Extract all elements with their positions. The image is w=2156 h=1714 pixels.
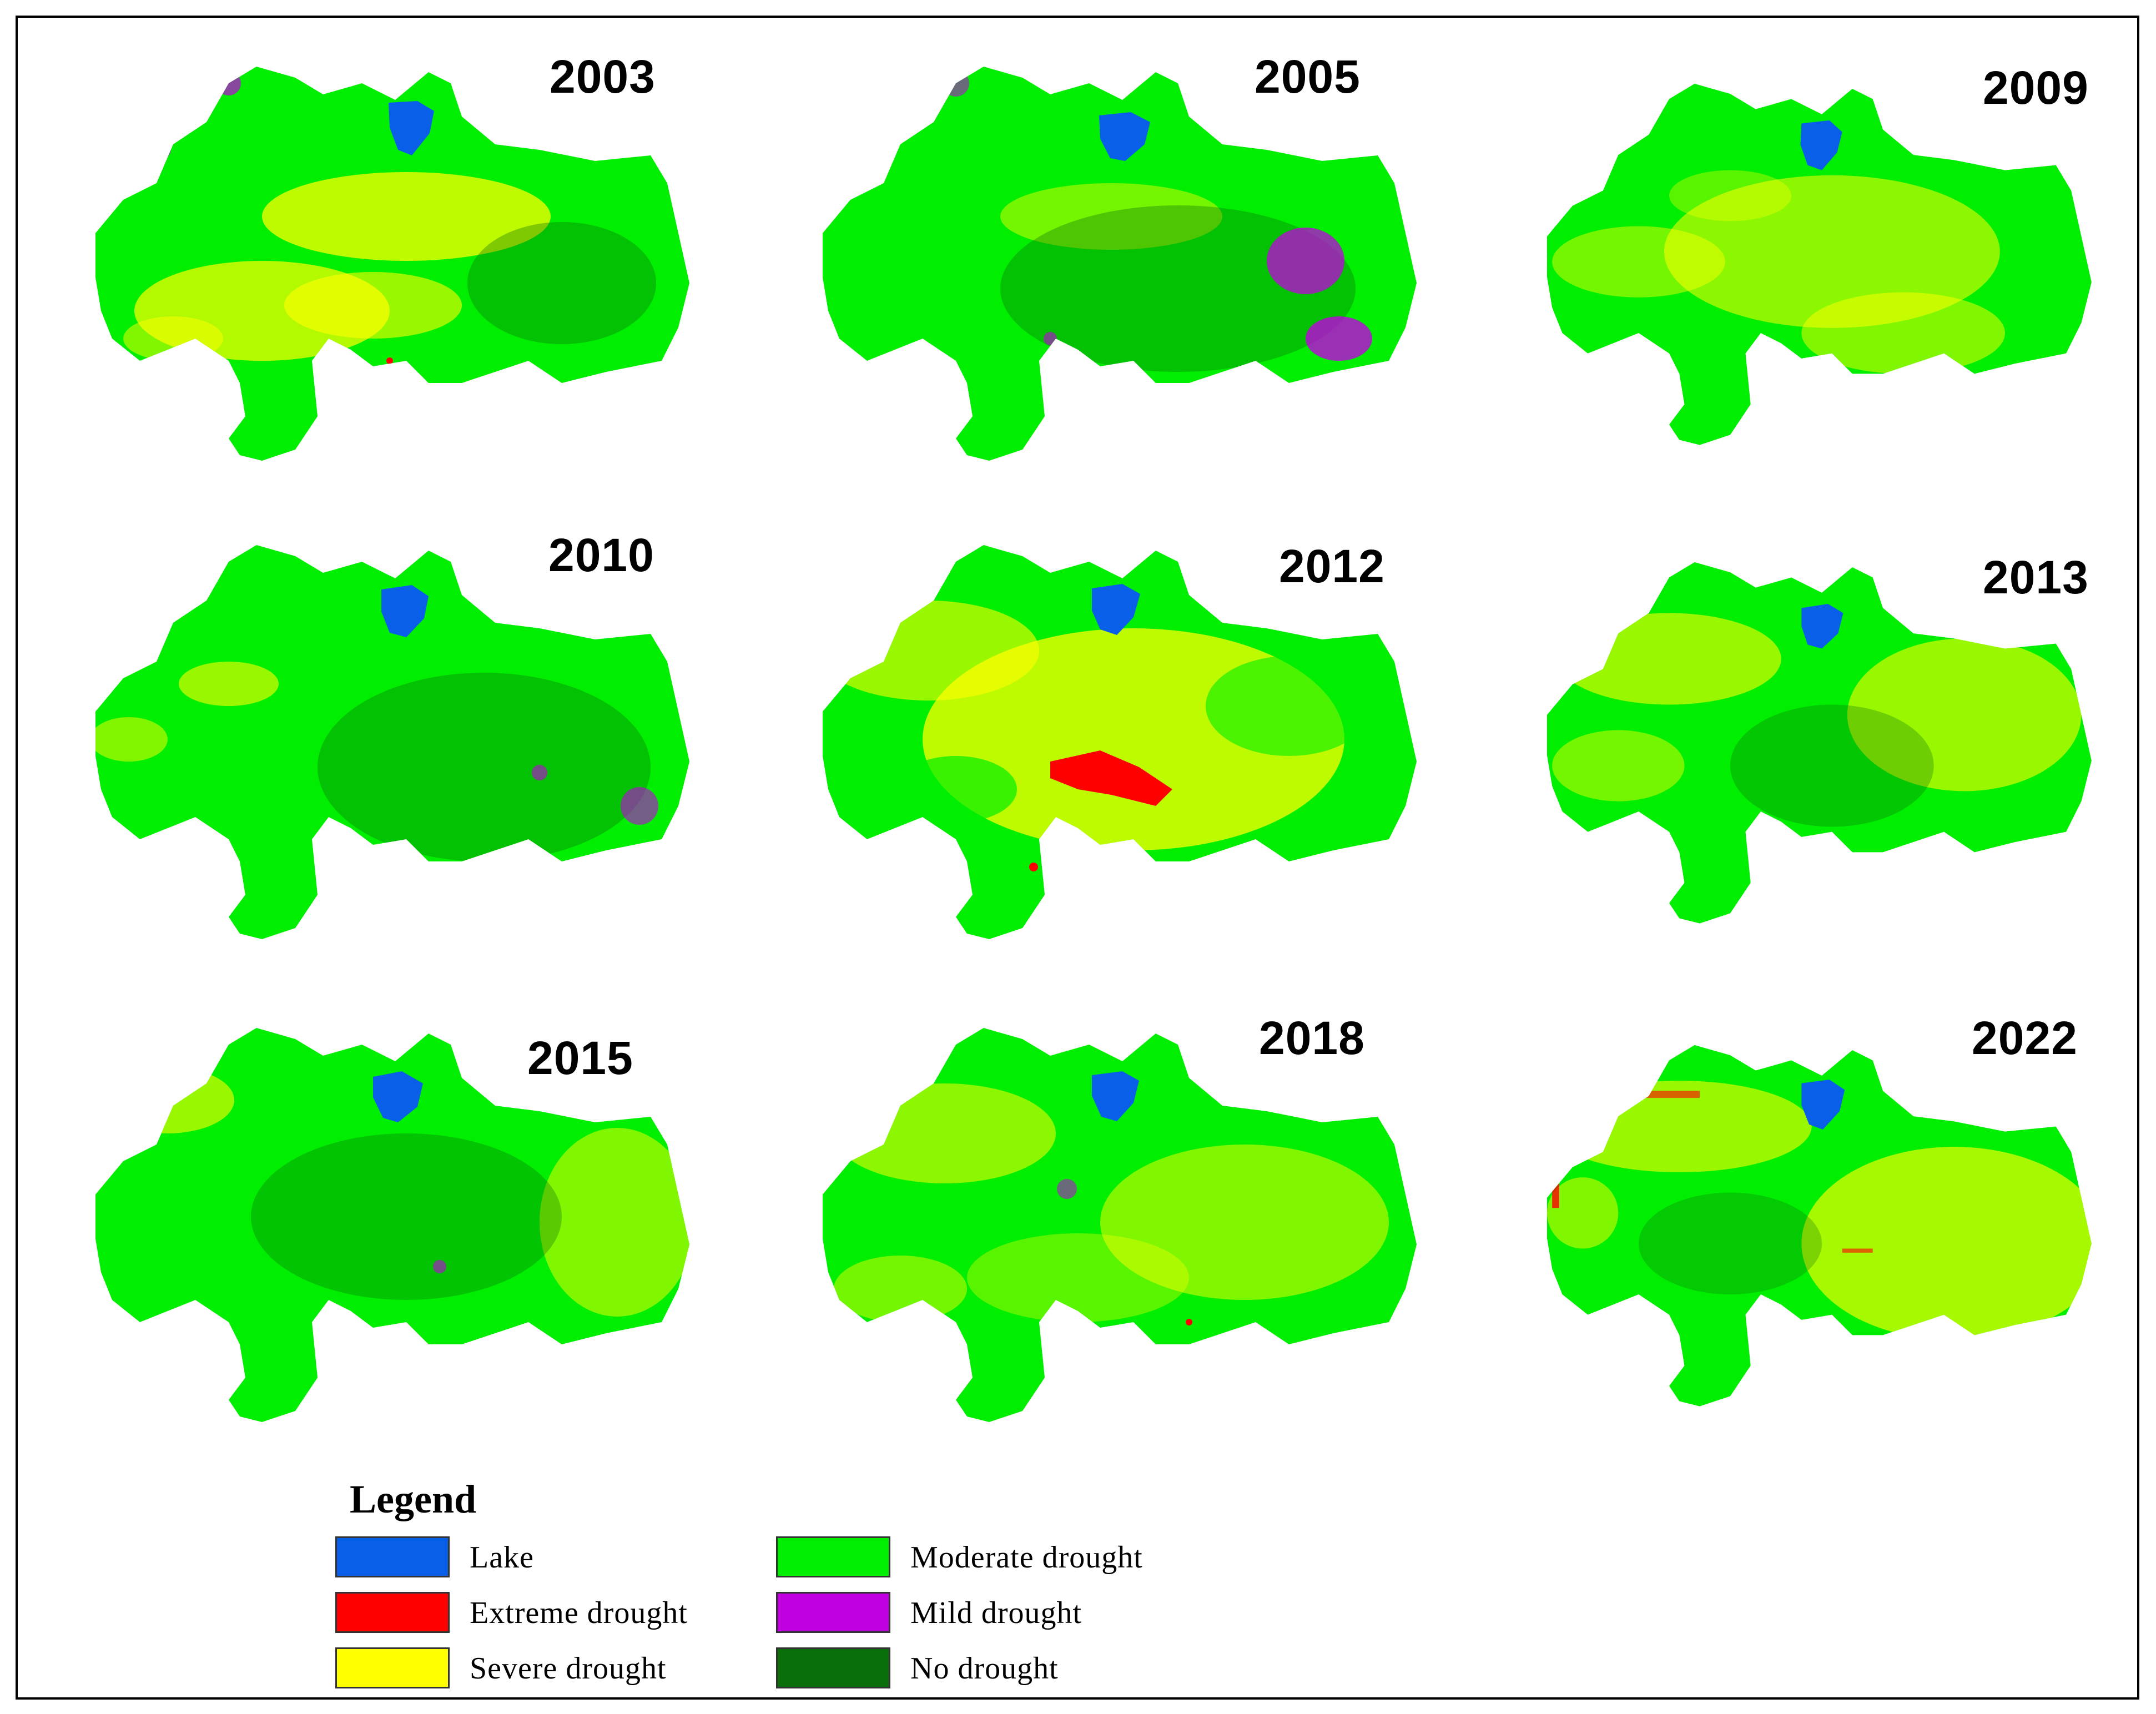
legend-label: Severe drought [470,1651,667,1686]
legend-label: Lake [470,1540,534,1575]
drought-map [823,545,1417,939]
map-panel-2012: 2012 [789,528,1455,972]
legend-swatch [335,1592,450,1633]
year-label: 2013 [1983,551,2089,603]
year-label: 2022 [1972,1012,2078,1064]
lake-shape [1099,112,1150,161]
map-panel-2022: 2022 [1517,1011,2127,1455]
legend-label: No drought [910,1651,1059,1686]
map-panel-2009: 2009 [1517,50,2127,494]
lake-shape [1801,1080,1845,1130]
lake-shape [381,585,429,637]
map-panel-2010: 2010 [62,528,728,972]
drought-map [1547,83,2092,445]
legend-title: Legend [350,1477,477,1521]
lake-shape [389,101,434,155]
legend-label: Extreme drought [470,1596,688,1630]
map-panel-2005: 2005 [789,50,1455,494]
drought-map [823,67,1417,461]
year-label: 2012 [1279,540,1385,592]
drought-map [95,545,689,939]
drought-map [95,67,689,461]
drought-map [1547,1045,2092,1407]
map-panel-2018: 2018 [789,1011,1455,1455]
legend-swatch [776,1592,890,1633]
legend-swatch [335,1536,450,1577]
lake-shape [1092,584,1140,635]
drought-map [823,1028,1417,1422]
map-panel-2013: 2013 [1517,528,2127,972]
legend-label: Mild drought [910,1596,1082,1630]
legend-label: Moderate drought [910,1540,1143,1575]
year-label: 2005 [1255,51,1361,103]
map-panel-2003: 2003 [62,50,728,494]
legend-swatch [776,1536,890,1577]
drought-map [95,1028,689,1422]
drought-map [1547,562,2092,924]
legend-swatch [335,1647,450,1688]
extreme-drought-area [1050,750,1172,806]
year-label: 2003 [550,51,656,103]
lake-shape [1801,604,1843,649]
lake-shape [373,1071,423,1122]
year-label: 2009 [1983,62,2089,114]
lake-shape [1800,120,1842,170]
year-label: 2010 [548,529,654,581]
figure-frame: 2003 2005 [16,16,2139,1700]
year-label: 2015 [527,1032,633,1084]
year-label: 2018 [1259,1012,1365,1064]
map-panel-2015: 2015 [62,1011,728,1455]
legend-swatch [776,1647,890,1688]
lake-shape [1092,1071,1139,1121]
